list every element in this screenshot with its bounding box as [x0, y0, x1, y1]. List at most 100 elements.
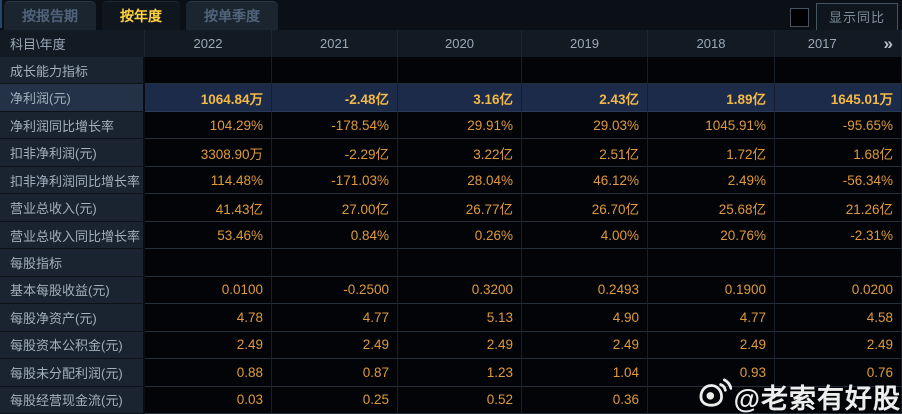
- value-cell: [145, 249, 272, 277]
- financial-data-table: 科目\年度 2022 2021 2020 2019 2018 2017» 成长能力指标 净利润(…: [0, 30, 902, 414]
- value-cell: -2.48亿: [272, 84, 398, 112]
- row-label: 每股未分配利润(元): [0, 359, 145, 387]
- value-cell: 104.29%: [145, 111, 272, 140]
- row-label: 成长能力指标: [0, 57, 145, 85]
- value-cell: 0.93: [648, 359, 775, 387]
- tab-by-single-quarter[interactable]: 按单季度: [186, 1, 278, 30]
- value-cell: 0.2493: [522, 276, 648, 305]
- show-yoy-checkbox[interactable]: [789, 7, 809, 27]
- value-cell: 1064.84万: [145, 84, 272, 112]
- value-cell: 4.90: [522, 304, 648, 332]
- yoy-controls: 显示同比: [789, 3, 898, 31]
- value-cell: 1.68亿: [775, 139, 902, 167]
- value-cell: 28.04%: [398, 166, 522, 195]
- value-cell: 1045.91%: [648, 111, 775, 140]
- value-cell: 0.36: [522, 386, 648, 414]
- value-cell: 2.49: [648, 331, 775, 360]
- value-cell: 29.03%: [522, 111, 648, 140]
- value-cell: 0.84%: [272, 221, 398, 250]
- show-yoy-label[interactable]: 显示同比: [815, 3, 898, 31]
- value-cell: -2.31%: [775, 221, 902, 250]
- table-row: 基本每股收益(元) 0.0100 -0.2500 0.3200 0.2493 0.1900…: [0, 276, 902, 305]
- year-header-2018: 2018: [648, 30, 775, 57]
- value-cell: [398, 249, 522, 277]
- row-label: 净利润同比增长率: [0, 111, 145, 140]
- value-cell: 3.16亿: [398, 84, 522, 112]
- row-label: 营业总收入同比增长率: [0, 221, 145, 250]
- value-cell: 5.13: [398, 304, 522, 332]
- tab-by-year[interactable]: 按年度: [102, 1, 180, 30]
- value-cell: 53.46%: [145, 221, 272, 250]
- value-cell: [522, 249, 648, 277]
- corner-header: 科目\年度: [0, 30, 145, 57]
- value-cell: 4.78: [145, 304, 272, 332]
- value-cell: 0.26%: [398, 221, 522, 250]
- value-cell: [648, 249, 775, 277]
- value-cell: -171.03%: [272, 166, 398, 195]
- value-cell: 25.68亿: [648, 194, 775, 222]
- tab-by-report-period[interactable]: 按报告期: [4, 1, 96, 30]
- table-row: 扣非净利润同比增长率 114.48% -171.03% 28.04% 46.12% 2.4…: [0, 166, 902, 195]
- row-label: 每股净资产(元): [0, 304, 145, 332]
- value-cell: 0.25: [272, 386, 398, 414]
- period-tabbar: 按报告期 按年度 按单季度: [0, 0, 902, 30]
- table-row: 每股净资产(元) 4.78 4.77 5.13 4.90 4.77 4.58: [0, 304, 902, 332]
- value-cell: 0.88: [145, 359, 272, 387]
- row-label: 每股经营现金流(元): [0, 386, 145, 414]
- value-cell: 2.49: [272, 331, 398, 360]
- value-cell: 4.58: [775, 304, 902, 332]
- row-label: 净利润(元): [0, 84, 145, 112]
- value-cell: 26.77亿: [398, 194, 522, 222]
- value-cell: 0.0100: [145, 276, 272, 305]
- more-columns-chevron-icon[interactable]: »: [883, 34, 893, 53]
- value-cell: 2.49: [145, 331, 272, 360]
- value-cell: 20.76%: [648, 221, 775, 250]
- value-cell: 0.76: [775, 359, 902, 387]
- value-cell: 2.49: [522, 331, 648, 360]
- table-row: 净利润(元) 1064.84万 -2.48亿 3.16亿 2.43亿 1.89亿 1645.…: [0, 84, 902, 112]
- value-cell: 0.1900: [648, 276, 775, 305]
- year-header-2020: 2020: [398, 30, 522, 57]
- value-cell: [145, 57, 272, 85]
- value-cell: 0.0200: [775, 276, 902, 305]
- row-label: 扣非净利润同比增长率: [0, 166, 145, 195]
- value-cell: [272, 249, 398, 277]
- value-cell: 1.23: [398, 359, 522, 387]
- value-cell: 26.70亿: [522, 194, 648, 222]
- value-cell: [775, 386, 902, 414]
- year-header-2017: 2017»: [775, 30, 902, 57]
- value-cell: 0.87: [272, 359, 398, 387]
- value-cell: 2.49: [398, 331, 522, 360]
- value-cell: 21.26亿: [775, 194, 902, 222]
- value-cell: 27.00亿: [272, 194, 398, 222]
- value-cell: 0.03: [145, 386, 272, 414]
- value-cell: 2.49%: [648, 166, 775, 195]
- table-row: 每股未分配利润(元) 0.88 0.87 1.23 1.04 0.93 0.76: [0, 359, 902, 387]
- row-label: 每股指标: [0, 249, 145, 277]
- value-cell: -178.54%: [272, 111, 398, 140]
- value-cell: 4.00%: [522, 221, 648, 250]
- section-row: 每股指标: [0, 249, 902, 277]
- section-row: 成长能力指标: [0, 57, 902, 85]
- value-cell: [775, 57, 902, 85]
- value-cell: [272, 57, 398, 85]
- table-row: 营业总收入同比增长率 53.46% 0.84% 0.26% 4.00% 20.76% -2.…: [0, 221, 902, 250]
- value-cell: 29.91%: [398, 111, 522, 140]
- value-cell: 1645.01万: [775, 84, 902, 112]
- value-cell: 1.04: [522, 359, 648, 387]
- table-row: 扣非净利润(元) 3308.90万 -2.29亿 3.22亿 2.51亿 1.72亿 1.6…: [0, 139, 902, 167]
- value-cell: 46.12%: [522, 166, 648, 195]
- value-cell: 41.43亿: [145, 194, 272, 222]
- value-cell: 0.52: [398, 386, 522, 414]
- table-row: 营业总收入(元) 41.43亿 27.00亿 26.77亿 26.70亿 25.68亿 21…: [0, 194, 902, 222]
- value-cell: 1.89亿: [648, 84, 775, 112]
- row-label: 基本每股收益(元): [0, 276, 145, 305]
- value-cell: 3.22亿: [398, 139, 522, 167]
- value-cell: 4.77: [272, 304, 398, 332]
- value-cell: 3308.90万: [145, 139, 272, 167]
- row-label: 营业总收入(元): [0, 194, 145, 222]
- value-cell: 114.48%: [145, 166, 272, 195]
- value-cell: 2.43亿: [522, 84, 648, 112]
- value-cell: [775, 249, 902, 277]
- value-cell: 2.51亿: [522, 139, 648, 167]
